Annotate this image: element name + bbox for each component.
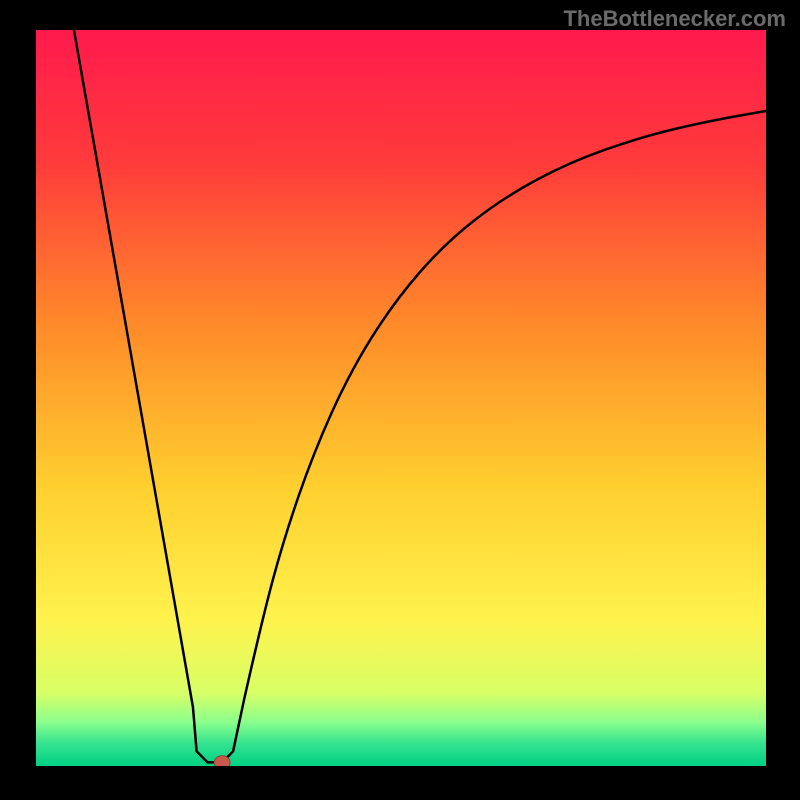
gradient-background bbox=[36, 30, 766, 766]
chart-outer: TheBottlenecker.com bbox=[0, 0, 800, 800]
plot-svg bbox=[36, 30, 766, 766]
watermark-text: TheBottlenecker.com bbox=[563, 6, 786, 32]
optimal-point-marker bbox=[214, 756, 230, 766]
plot-area bbox=[36, 30, 766, 766]
